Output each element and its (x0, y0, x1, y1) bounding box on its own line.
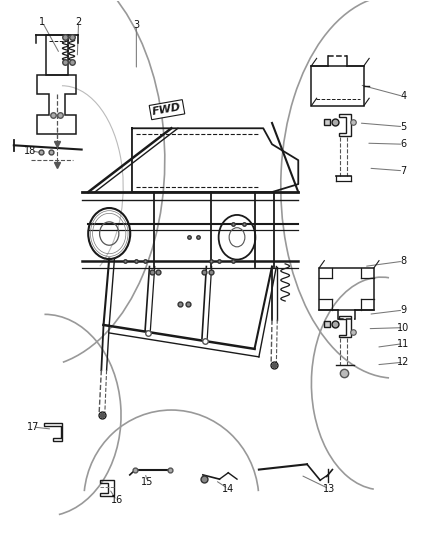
Text: FWD: FWD (152, 102, 182, 117)
Text: 8: 8 (399, 256, 406, 266)
Text: 5: 5 (399, 122, 406, 132)
Text: 9: 9 (399, 305, 406, 315)
Text: 3: 3 (133, 20, 139, 30)
Text: 12: 12 (396, 357, 409, 367)
Text: 4: 4 (399, 91, 406, 101)
Text: 1: 1 (39, 17, 45, 27)
Text: 14: 14 (222, 484, 234, 494)
Text: 11: 11 (396, 338, 409, 349)
Text: 6: 6 (399, 139, 406, 149)
Text: 10: 10 (396, 322, 409, 333)
Text: 13: 13 (322, 484, 334, 494)
Text: 7: 7 (399, 166, 406, 176)
Text: 16: 16 (110, 495, 123, 505)
Text: 17: 17 (27, 422, 39, 432)
Text: 15: 15 (141, 477, 153, 487)
Text: 2: 2 (75, 17, 81, 27)
Text: 18: 18 (24, 146, 36, 156)
